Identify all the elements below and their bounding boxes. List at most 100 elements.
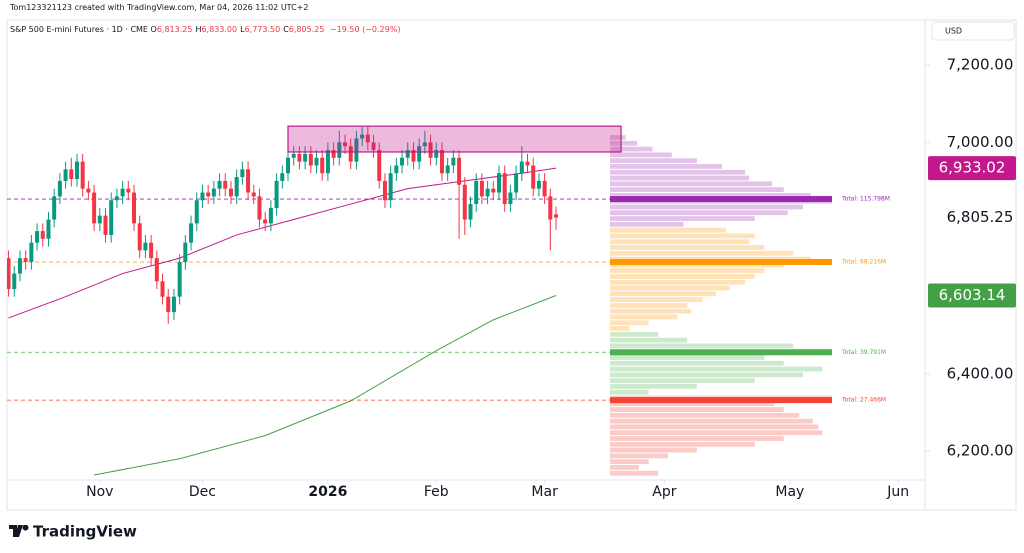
y-tick-label: 7,200.00: [947, 56, 1014, 74]
profile-row: [610, 193, 811, 198]
y-tick-label: 6,200.00: [947, 442, 1014, 460]
profile-row: [610, 308, 692, 314]
last-value-label: 6,933.02: [939, 159, 1006, 177]
current-price-label: 6,805.25: [947, 208, 1014, 226]
currency-box[interactable]: [931, 21, 1015, 41]
profile-row: [610, 233, 755, 239]
candle-body: [228, 188, 233, 197]
candle-body: [257, 196, 262, 220]
candle-body: [485, 188, 490, 197]
profile-row: [610, 268, 765, 274]
candle-body: [451, 157, 456, 166]
profile-row: [610, 239, 749, 245]
profile-row: [610, 274, 755, 279]
candle-body: [325, 150, 330, 174]
x-tick-label: Nov: [86, 484, 113, 500]
candle-body: [514, 173, 519, 193]
poc-label: Total: 27.466M: [841, 397, 886, 404]
candle-body: [405, 150, 410, 158]
candle-body: [479, 180, 484, 197]
candle-body: [491, 188, 496, 193]
profile-row: [610, 412, 800, 418]
candle-body: [240, 169, 245, 178]
candle-body: [35, 231, 40, 243]
candle-body: [29, 242, 34, 262]
profile-row: [610, 459, 649, 465]
ohlc-key: H: [195, 25, 202, 34]
profile-row: [610, 245, 765, 250]
ohlc: O6,813.25 H6,833.00 L6,773.50 C6,805.25: [151, 25, 328, 34]
candle-body: [12, 273, 17, 289]
plot-area: [7, 126, 610, 476]
candle-body: [542, 180, 547, 197]
candle-body: [17, 258, 22, 274]
candle-body: [263, 219, 268, 224]
candle-body: [508, 192, 513, 205]
ohlc-value: 6,833.00: [201, 25, 238, 34]
profile-row: [610, 221, 684, 227]
candle-body: [314, 157, 319, 166]
profile-row: [610, 355, 765, 360]
candle-body: [337, 142, 342, 158]
profile-row: [610, 372, 804, 378]
profile-row: [610, 436, 784, 441]
profile-row: [610, 453, 668, 459]
candle-body: [531, 165, 536, 189]
candle-body: [194, 200, 199, 224]
profile-row: [610, 140, 638, 146]
candle-body: [268, 207, 273, 224]
candle-body: [149, 242, 154, 259]
candle-body: [46, 219, 51, 239]
last-value-box: [928, 156, 1016, 181]
profile-row: [610, 378, 755, 384]
ma-line: [8, 167, 557, 319]
y-tick-label: 6,400.00: [947, 364, 1014, 382]
candle-body: [69, 169, 74, 179]
candle-body: [103, 215, 108, 235]
x-tick-label: 2026: [308, 484, 347, 500]
candle-body: [120, 188, 125, 197]
candle-body: [183, 242, 188, 262]
candle-body: [280, 173, 285, 181]
profile-row: [610, 210, 788, 216]
candle-body: [468, 204, 473, 220]
candle-body: [217, 180, 222, 189]
profile-row: [610, 360, 784, 366]
profile-row: [610, 164, 722, 169]
candle-body: [496, 173, 501, 193]
candle-body: [114, 196, 119, 201]
candle-body: [171, 296, 176, 313]
poc-label: Total: 68.216M: [841, 258, 886, 265]
symbol-bar: S&P 500 E-mini Futures · 1D · CME O6,813…: [10, 25, 400, 34]
candle-body: [428, 142, 433, 158]
candle-body: [291, 153, 296, 158]
candle-body: [86, 188, 91, 193]
logo: [9, 525, 29, 537]
candle-body: [445, 165, 450, 174]
candle-body: [388, 173, 393, 201]
profile-row: [610, 424, 819, 430]
profile-row: [610, 389, 649, 395]
poc-bar: [610, 349, 832, 356]
profile-row: [610, 343, 794, 349]
candle-body: [360, 134, 365, 139]
candle-body: [320, 157, 325, 174]
candle-body: [52, 196, 57, 220]
logo-icon: [9, 525, 29, 537]
candle-body: [417, 146, 422, 162]
candle-body: [74, 161, 79, 179]
candle-body: [97, 215, 102, 224]
profile-row: [610, 175, 749, 181]
profile-row: [610, 465, 639, 470]
candle-body: [206, 192, 211, 197]
candle-body: [57, 180, 62, 197]
x-tick-label: May: [775, 484, 804, 500]
candle-body: [411, 150, 416, 162]
profile-row: [610, 204, 804, 210]
candle-body: [132, 192, 137, 224]
supply-zone: [287, 125, 622, 153]
brand: TradingView: [33, 523, 137, 541]
